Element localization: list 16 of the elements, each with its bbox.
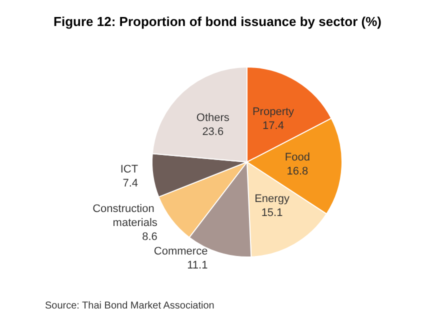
slice-label: Construction materials bbox=[92, 202, 158, 229]
slice-label: Others bbox=[196, 112, 230, 124]
data-label: 16.8 bbox=[286, 166, 308, 178]
data-label: 11.1 bbox=[187, 259, 208, 272]
data-label: 7.4 bbox=[122, 178, 138, 190]
source-note: Source: Thai Bond Market Association bbox=[45, 300, 214, 312]
slice-label: Food bbox=[284, 152, 310, 164]
chart-title: Figure 12: Proportion of bond issuance by sector (%) bbox=[54, 14, 382, 29]
slice-label: ICT bbox=[120, 164, 138, 176]
data-label: 15.1 bbox=[261, 206, 283, 219]
slice-label: Energy bbox=[254, 192, 290, 205]
data-label: 23.6 bbox=[202, 126, 224, 138]
slice-label: Property bbox=[252, 106, 295, 118]
data-label: 17.4 bbox=[262, 120, 284, 132]
slice-label: Commerce bbox=[154, 245, 208, 258]
data-label: 8.6 bbox=[142, 230, 158, 243]
